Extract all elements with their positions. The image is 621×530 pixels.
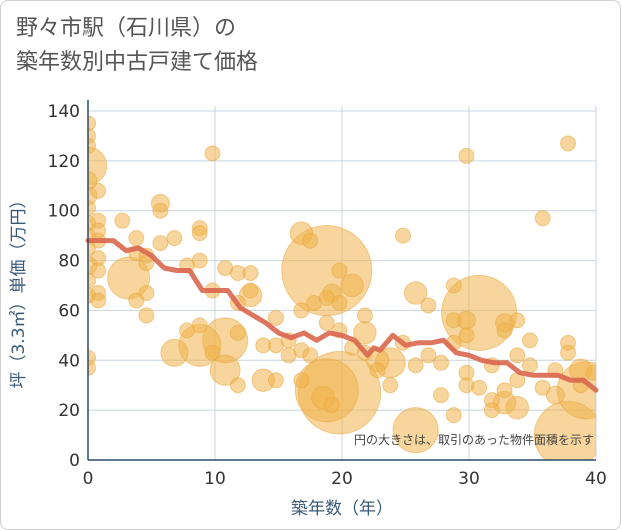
data-bubble — [505, 395, 530, 420]
data-bubble — [509, 312, 526, 329]
data-bubble — [90, 262, 107, 279]
data-bubble — [521, 332, 538, 349]
data-bubble — [521, 357, 538, 374]
chart-title: 野々市駅（石川県）の 築年数別中古戸建て価格 — [16, 12, 258, 80]
data-bubble — [138, 284, 155, 301]
data-bubble — [293, 302, 310, 319]
data-bubble — [242, 282, 259, 299]
data-bubble — [382, 377, 399, 394]
data-bubble — [160, 338, 189, 367]
axes — [87, 100, 596, 461]
data-bubble — [166, 230, 183, 247]
data-bubble — [534, 210, 551, 227]
y-tick-label: 40 — [58, 351, 80, 371]
data-bubble — [407, 357, 424, 374]
data-bubble — [293, 372, 310, 389]
y-tick-label: 0 — [69, 451, 80, 471]
data-bubble — [369, 362, 386, 379]
data-bubble — [138, 307, 155, 324]
data-bubble — [445, 407, 462, 424]
data-bubble — [302, 347, 319, 364]
data-bubble — [458, 327, 475, 344]
tick-labels: 0 10 20 30 40 0 20 40 60 80 100 120 140 — [48, 102, 607, 489]
y-tick-label: 60 — [58, 301, 80, 321]
data-bubble — [392, 407, 439, 454]
data-bubble — [458, 147, 475, 164]
average-line-layer — [85, 238, 599, 393]
data-bubble — [191, 252, 208, 269]
data-bubble — [560, 135, 577, 152]
data-bubble — [191, 317, 208, 334]
data-bubble — [496, 322, 513, 339]
data-bubble — [545, 385, 565, 405]
bubble-layer — [88, 115, 596, 460]
x-tick-label: 20 — [331, 469, 353, 489]
data-bubble — [229, 377, 246, 394]
data-bubble — [534, 379, 551, 396]
y-tick-label: 20 — [58, 401, 80, 421]
data-bubble — [138, 255, 155, 272]
data-bubble — [509, 347, 526, 364]
data-bubble — [209, 354, 241, 386]
data-bubble — [394, 227, 411, 244]
y-tick-label: 100 — [48, 202, 80, 222]
data-bubble — [204, 145, 221, 162]
data-bubble — [323, 397, 340, 414]
y-tick-label: 80 — [58, 252, 80, 272]
average-price-line — [85, 238, 599, 393]
x-tick-label: 40 — [585, 469, 607, 489]
data-bubble — [356, 307, 373, 324]
data-bubble — [585, 364, 596, 381]
data-bubble — [191, 225, 208, 242]
data-bubble — [433, 387, 450, 404]
data-bubble — [483, 402, 500, 419]
data-bubble — [90, 182, 107, 199]
data-bubble — [114, 212, 131, 229]
data-bubble — [420, 347, 437, 364]
data-bubble — [471, 379, 488, 396]
data-bubble — [229, 324, 246, 341]
data-bubble — [302, 232, 319, 249]
data-bubble — [331, 294, 348, 311]
y-tick-label: 140 — [48, 102, 80, 122]
data-bubble — [204, 344, 221, 361]
x-tick-label: 10 — [204, 469, 226, 489]
data-bubble — [242, 265, 259, 282]
data-bubble — [88, 115, 96, 132]
data-bubble — [403, 281, 428, 305]
bubble-size-note: 円の大きさは、取引のあった物件面積を示す — [354, 432, 594, 447]
x-axis-label: 築年数（年） — [291, 499, 393, 519]
data-bubble — [340, 273, 364, 298]
data-bubble — [560, 344, 577, 361]
y-tick-label: 120 — [48, 152, 80, 172]
data-bubble — [433, 354, 450, 371]
chart-title-line1: 野々市駅（石川県）の — [16, 16, 237, 41]
data-bubble — [88, 137, 96, 154]
data-bubble — [445, 277, 462, 294]
data-bubble — [267, 372, 284, 389]
data-bubble — [445, 312, 462, 329]
data-bubble — [90, 292, 107, 309]
data-bubble — [496, 382, 513, 399]
y-axis-label: 坪（3.3㎡）単価（万円） — [9, 191, 29, 388]
data-bubble — [331, 262, 348, 279]
chart-title-line2: 築年数別中古戸建て価格 — [16, 50, 259, 75]
data-bubble — [128, 230, 145, 247]
x-tick-label: 30 — [458, 469, 480, 489]
x-tick-label: 0 — [83, 469, 94, 489]
data-bubble — [152, 202, 169, 219]
data-bubble — [88, 359, 96, 376]
data-bubble — [318, 314, 335, 331]
data-bubble — [88, 200, 96, 217]
data-bubble — [267, 309, 284, 326]
data-bubble — [420, 297, 437, 314]
data-bubble — [152, 235, 169, 252]
